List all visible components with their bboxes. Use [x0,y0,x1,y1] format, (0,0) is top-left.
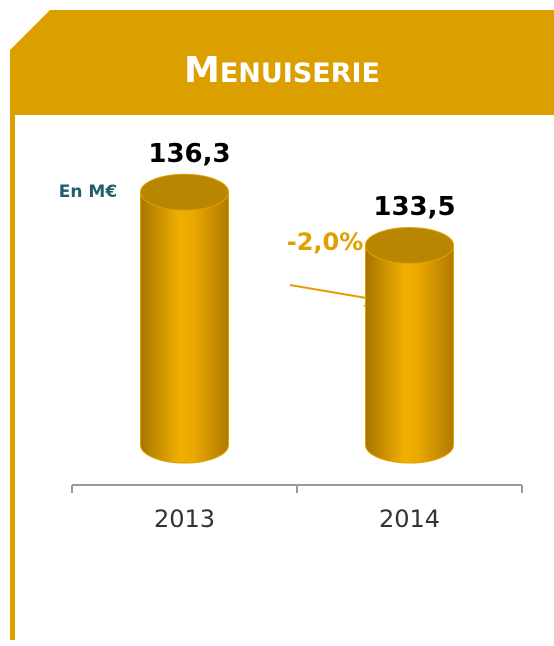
cylinder-body [365,245,454,464]
header-band [10,10,554,115]
value-label: 136,3 [148,139,230,169]
unit-label: En M€ [59,182,117,202]
chart-title: MENUISERIE [183,50,380,91]
x-tick-label: 2014 [379,505,440,533]
cylinder-body [140,191,229,464]
cylinder-top [365,227,454,264]
value-label: 133,5 [373,192,455,222]
annotation: -2,0% [287,228,364,256]
left-border [10,115,15,640]
bar [140,173,229,464]
cylinder-top [140,173,229,211]
arrow [289,284,379,301]
bar [365,227,454,464]
x-tick-label: 2013 [154,505,215,533]
